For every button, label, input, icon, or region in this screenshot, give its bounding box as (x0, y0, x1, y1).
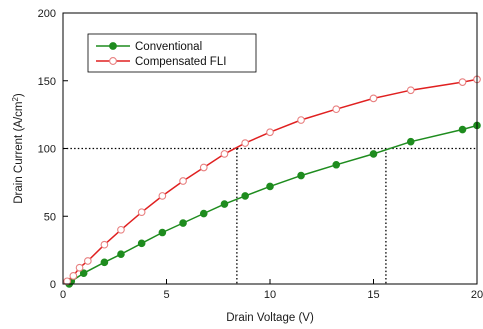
data-point-conventional-2 (79, 269, 88, 277)
data-point-compensated-fli-0 (63, 277, 71, 286)
data-point-conventional-8 (199, 209, 208, 218)
y-axis-label-main: Drain Current (A/cm (13, 102, 25, 204)
data-point-compensated-fli-8 (179, 177, 187, 185)
data-point-compensated-fli-4 (100, 240, 109, 249)
data-point-compensated-fli-1 (69, 272, 78, 280)
y-axis-label: Drain Current (A/cm2) (11, 93, 25, 204)
data-point-compensated-fli-7 (158, 192, 167, 200)
x-tick-label-0: 0 (60, 289, 66, 301)
data-point-compensated-fli-9 (199, 163, 208, 172)
data-point-conventional-14 (369, 150, 378, 158)
data-point-conventional-7 (179, 219, 187, 227)
series-line-conventional (68, 124, 478, 285)
series-compensated-fli (63, 75, 481, 286)
legend-marker-compensated-fli (109, 57, 117, 65)
data-point-conventional-11 (266, 182, 274, 191)
data-point-conventional-16 (458, 125, 467, 134)
data-point-compensated-fli-17 (458, 78, 467, 86)
data-point-compensated-fli-14 (332, 105, 341, 114)
data-point-conventional-10 (241, 192, 249, 200)
data-point-compensated-fli-12 (266, 128, 274, 137)
data-point-compensated-fli-16 (406, 86, 415, 95)
data-point-compensated-fli-15 (369, 94, 378, 103)
legend: Conventional Compensated FLI (87, 33, 257, 73)
data-point-compensated-fli-13 (297, 116, 305, 124)
x-tick-label-2: 10 (264, 289, 276, 301)
y-tick-label-3: 150 (38, 76, 56, 88)
y-tick-label-0: 0 (50, 279, 56, 291)
data-point-conventional-5 (137, 239, 146, 248)
legend-marker-conventional (109, 42, 117, 50)
data-point-conventional-12 (297, 171, 305, 180)
y-axis-label-superscript: 2 (11, 97, 20, 102)
data-point-conventional-15 (406, 137, 415, 146)
data-point-compensated-fli-10 (220, 150, 229, 158)
data-point-conventional-13 (332, 160, 341, 169)
data-point-compensated-fli-3 (83, 257, 92, 265)
data-point-compensated-fli-6 (137, 208, 146, 217)
data-point-conventional-6 (158, 228, 167, 237)
data-point-compensated-fli-11 (241, 139, 250, 147)
x-tick-label-4: 20 (471, 289, 483, 301)
data-point-conventional-3 (100, 258, 109, 267)
y-axis-label-close: ) (13, 93, 25, 97)
legend-label-compensated-fli: Compensated FLI (135, 56, 226, 68)
legend-entry-conventional: Conventional (96, 41, 202, 53)
y-tick-label-2: 100 (38, 144, 56, 156)
x-axis-label: Drain Voltage (V) (226, 312, 314, 324)
series-layer (63, 75, 481, 288)
data-point-compensated-fli-2 (75, 263, 84, 272)
x-tick-label-3: 15 (367, 289, 379, 301)
data-point-compensated-fli-5 (117, 225, 125, 234)
legend-label-conventional: Conventional (135, 41, 202, 53)
y-tick-label-1: 50 (44, 211, 56, 223)
data-point-conventional-4 (117, 250, 125, 258)
legend-entry-compensated-fli: Compensated FLI (96, 56, 226, 68)
legend-box (87, 33, 257, 73)
x-tick-label-1: 5 (163, 289, 169, 301)
reference-lines (63, 147, 477, 284)
data-point-conventional-9 (220, 200, 229, 208)
series-conventional (65, 121, 481, 288)
y-tick-label-4: 200 (38, 8, 56, 20)
